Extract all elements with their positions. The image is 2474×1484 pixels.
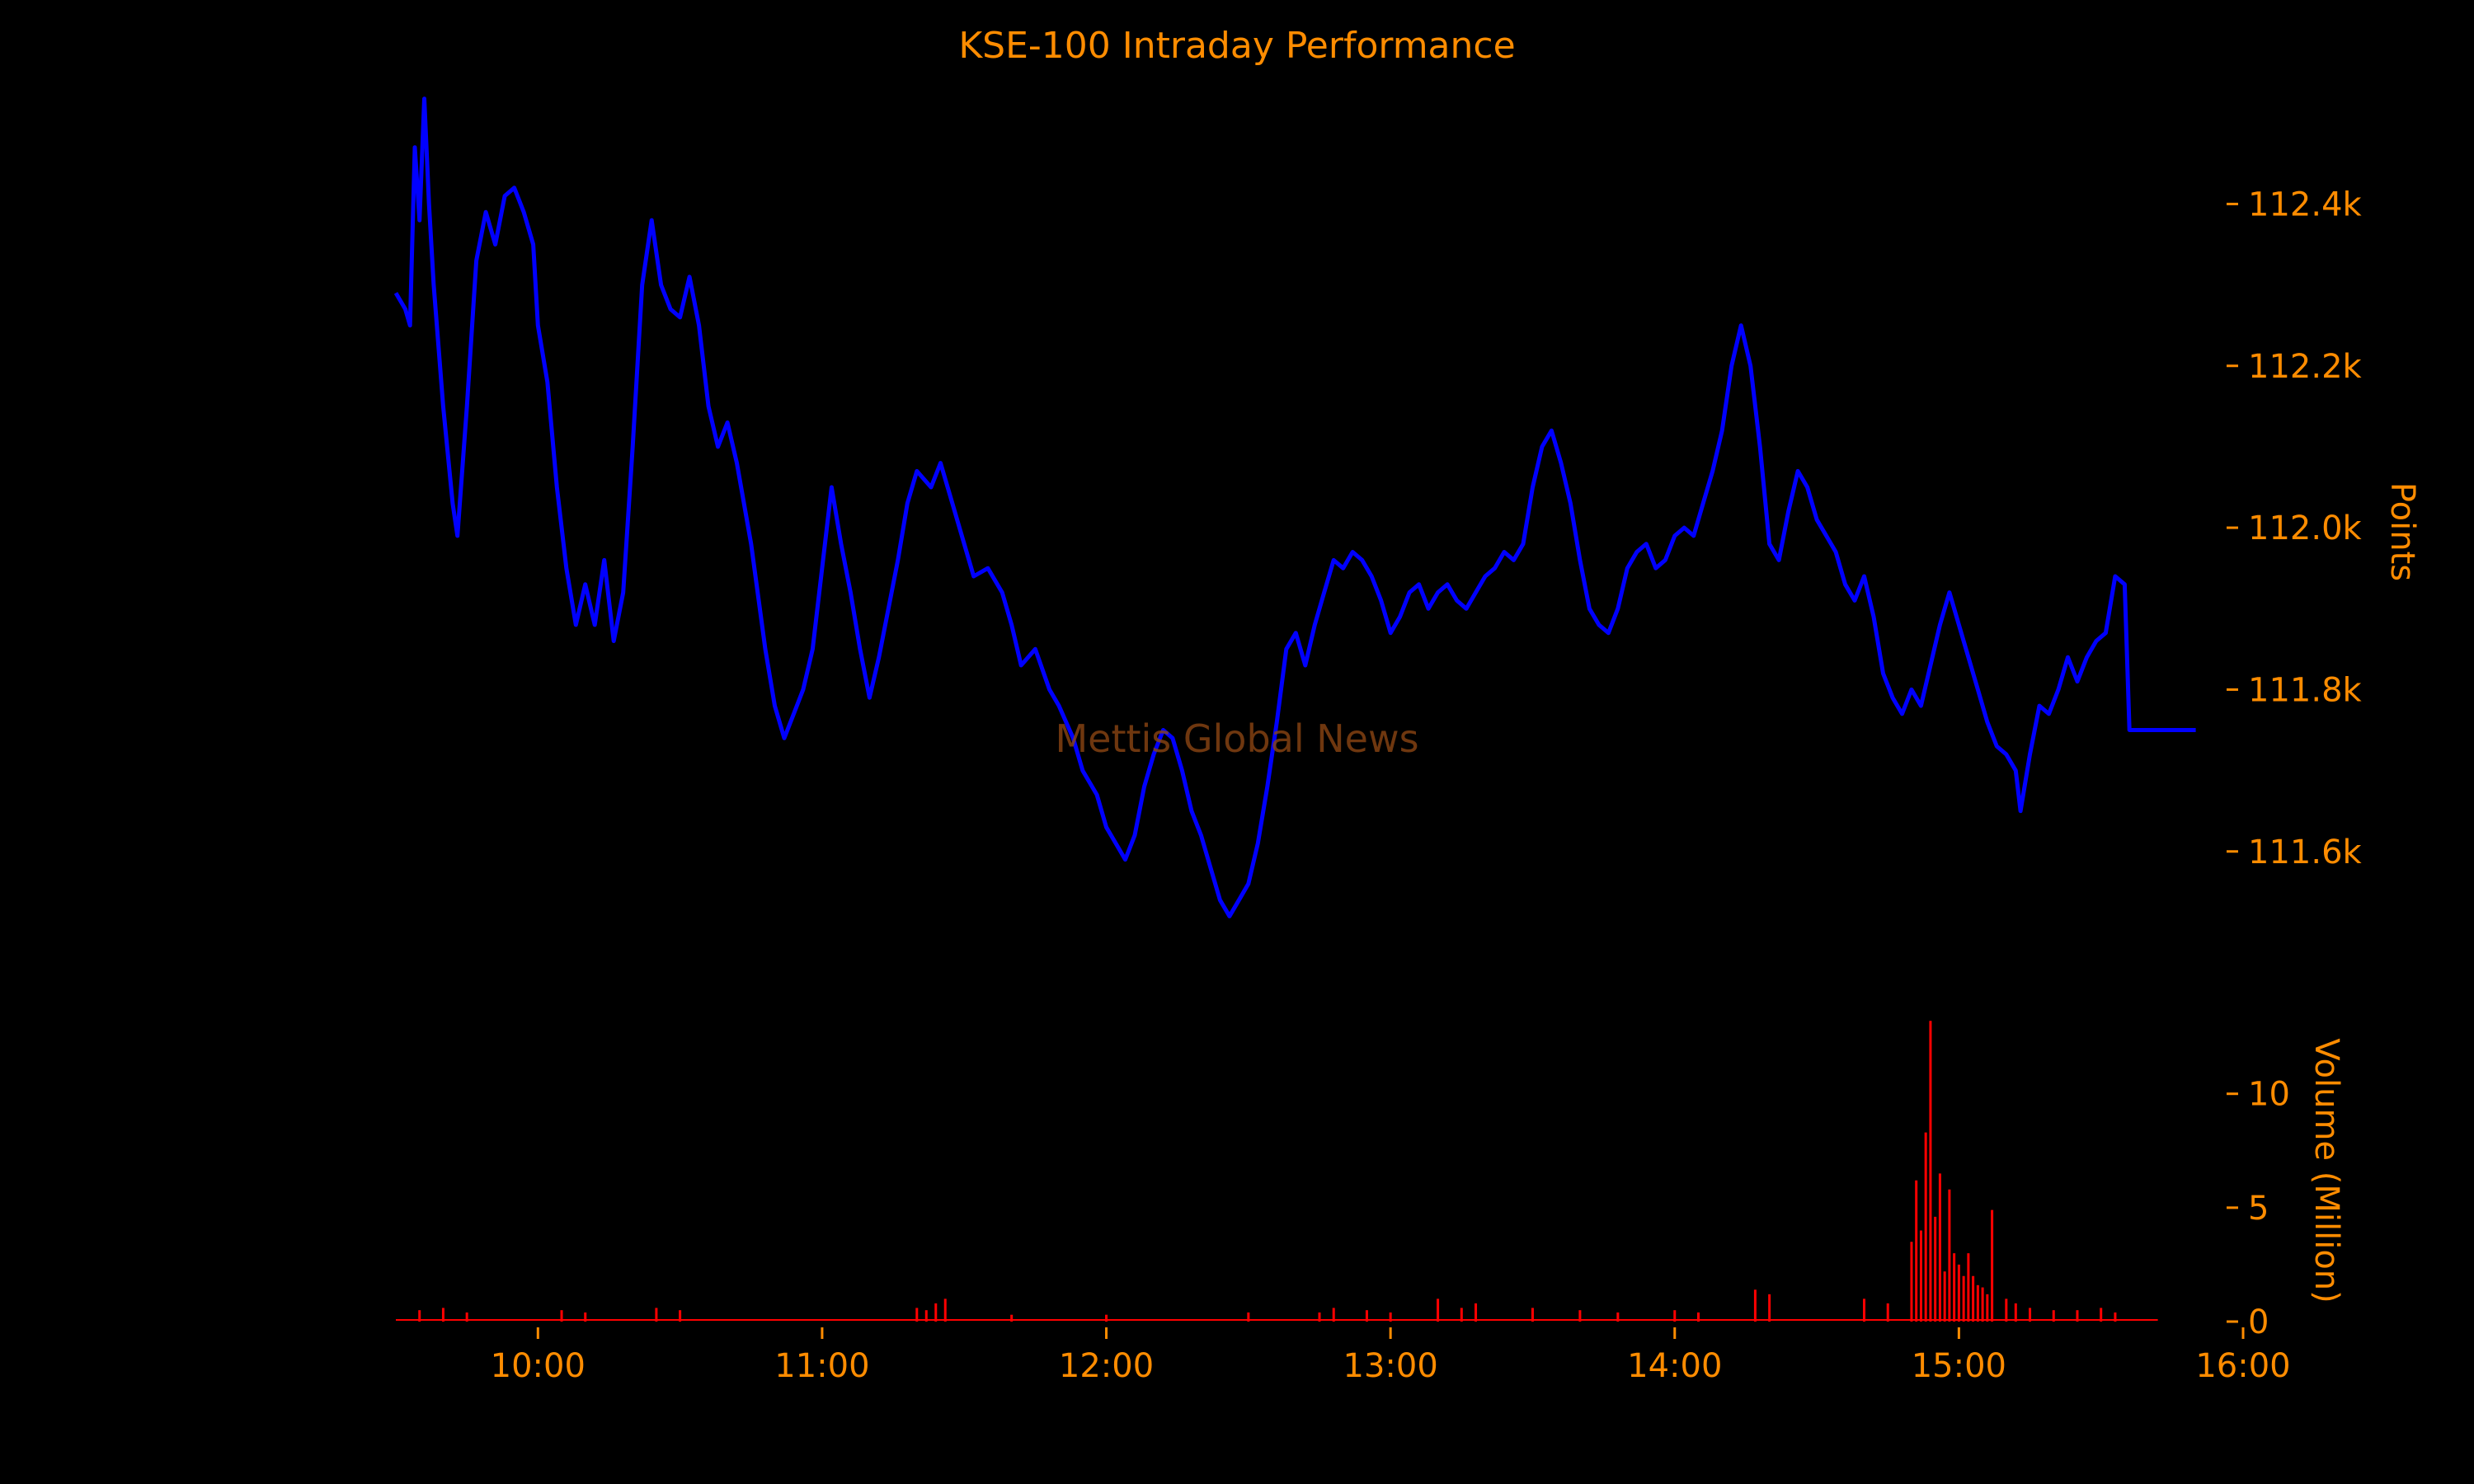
volume-axis-label: Volume (Million) — [2307, 1038, 2345, 1303]
volume-tick-label: 10 — [2248, 1076, 2290, 1114]
price-tick-label: 112.4k — [2248, 186, 2363, 223]
volume-panel: 0 5 10 — [396, 1021, 2290, 1341]
volume-tick-label: 0 — [2248, 1303, 2269, 1341]
x-tick-label: 13:00 — [1343, 1347, 1438, 1385]
price-tick-label: 112.0k — [2248, 510, 2363, 547]
x-tick-label: 14:00 — [1627, 1347, 1722, 1385]
index-line-series-0 — [393, 96, 2196, 918]
volume-tick-label: 5 — [2248, 1190, 2269, 1228]
x-tick-label: 10:00 — [491, 1347, 586, 1385]
x-axis: 10:00 11:00 12:00 13:00 14:00 15:00 16:00 — [491, 1327, 2291, 1385]
x-tick-label: 11:00 — [774, 1347, 869, 1385]
price-axis-label: Points — [2383, 482, 2421, 581]
price-panel: 111.6k 111.8k 112.0k 112.2k 112.4k — [393, 96, 2363, 918]
price-tick-label: 112.2k — [2248, 348, 2363, 386]
chart-title: KSE-100 Intraday Performance — [958, 25, 1515, 67]
watermark: Mettis Global News — [1055, 716, 1418, 761]
price-tick-label: 111.6k — [2248, 834, 2363, 871]
x-tick-label: 16:00 — [2195, 1347, 2290, 1385]
x-tick-label: 12:00 — [1059, 1347, 1154, 1385]
price-tick-label: 111.8k — [2248, 671, 2363, 709]
x-tick-label: 15:00 — [1912, 1347, 2006, 1385]
